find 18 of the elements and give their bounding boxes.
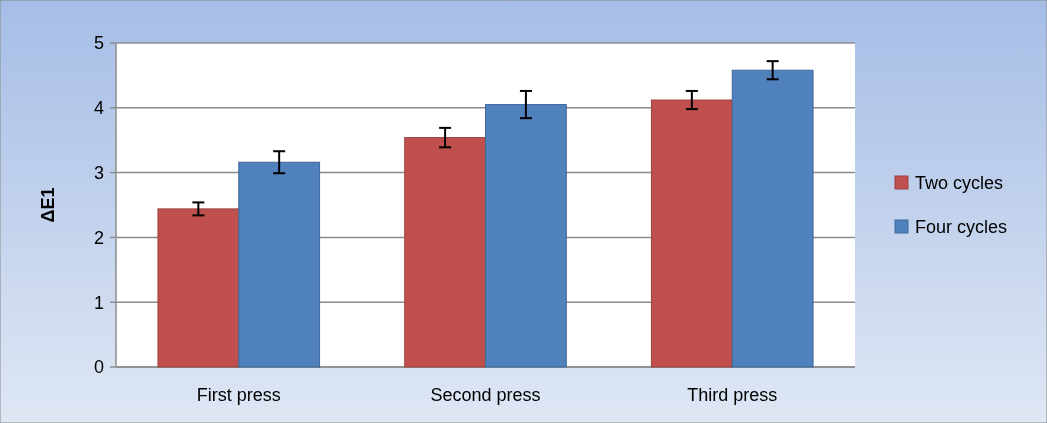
x-tick-label: First press: [196, 385, 281, 405]
y-tick-label: 5: [93, 33, 104, 54]
bar: [650, 99, 733, 368]
bar: [238, 161, 321, 368]
x-tick-label: Third press: [687, 385, 778, 405]
y-tick-label: 1: [93, 292, 104, 313]
y-tick-label: 3: [93, 162, 104, 183]
bar: [404, 137, 486, 368]
y-tick-label: 2: [93, 227, 104, 248]
bar: [731, 69, 814, 368]
y-axis-title: ΔE1: [38, 187, 58, 223]
legend-label: Two cycles: [915, 173, 1004, 194]
legend-label: Four cycles: [915, 217, 1008, 238]
x-tick-label: Second press: [430, 385, 541, 405]
y-tick-label: 0: [93, 357, 104, 378]
bar: [485, 104, 567, 368]
bar: [157, 208, 240, 368]
y-tick-label: 4: [93, 98, 104, 119]
